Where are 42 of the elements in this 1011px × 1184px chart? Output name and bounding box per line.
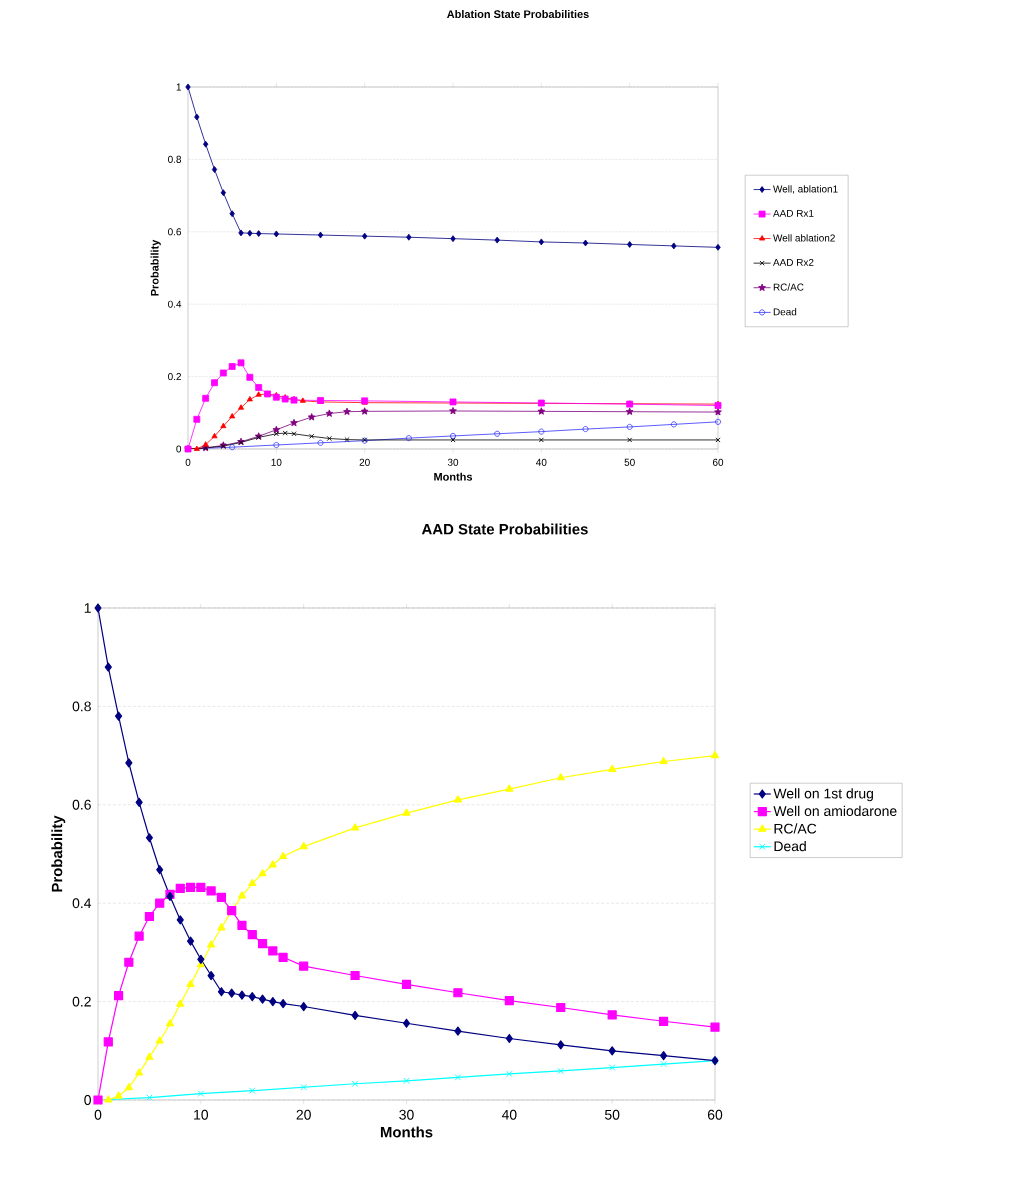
y-tick-label: 0 <box>84 1095 91 1105</box>
x-tick-label: 30 <box>399 1109 414 1120</box>
x-tick-label: 10 <box>271 458 282 466</box>
y-tick-label: 0.2 <box>168 373 181 381</box>
x-tick-label: 60 <box>712 458 724 466</box>
y-tick-label: 0.6 <box>168 228 182 236</box>
y-tick-label: 0.4 <box>72 898 92 909</box>
legend-label: Well on amiodarone <box>773 805 897 817</box>
legend-label: AAD Rx1 <box>773 209 814 217</box>
x-tick-label: 0 <box>94 1109 102 1120</box>
y-axis-title: Probability <box>51 815 66 892</box>
chart-title: Ablation State Probabilities <box>447 9 589 19</box>
y-tick-label: 0 <box>176 445 182 453</box>
x-tick-label: 20 <box>359 458 370 466</box>
chart-title: AAD State Probabilities <box>421 523 588 535</box>
y-axis-title: Probability <box>150 239 161 296</box>
legend-label: Dead <box>774 840 806 852</box>
x-tick-label: 40 <box>501 1109 517 1120</box>
x-tick-label: 50 <box>624 458 635 466</box>
x-tick-label: 60 <box>707 1109 723 1120</box>
legend-label: Well ablation2 <box>773 234 835 242</box>
y-tick-label: 1 <box>176 83 181 91</box>
legend-label: AAD Rx2 <box>773 258 814 266</box>
y-tick-label: 1 <box>84 603 91 613</box>
y-tick-label: 0.2 <box>72 996 91 1007</box>
legend-label: Well on 1st drug <box>773 788 873 802</box>
x-tick-label: 20 <box>296 1109 311 1120</box>
legend-label: Well, ablation1 <box>773 185 838 194</box>
x-tick-label: 50 <box>604 1109 620 1120</box>
x-tick-label: 30 <box>447 458 459 466</box>
y-tick-label: 0.8 <box>72 701 91 712</box>
y-tick-label: 0.4 <box>168 300 182 308</box>
x-axis-title: Months <box>380 1126 433 1138</box>
x-tick-label: 0 <box>185 458 191 466</box>
y-tick-label: 0.6 <box>72 799 91 810</box>
x-tick-label: 10 <box>194 1109 209 1120</box>
legend-label: RC/AC <box>774 823 817 834</box>
x-axis-title: Months <box>434 472 473 481</box>
legend-label: Dead <box>773 308 797 316</box>
x-tick-label: 40 <box>536 458 547 466</box>
legend-label: RC/AC <box>773 283 804 291</box>
y-tick-label: 0.8 <box>168 155 182 163</box>
